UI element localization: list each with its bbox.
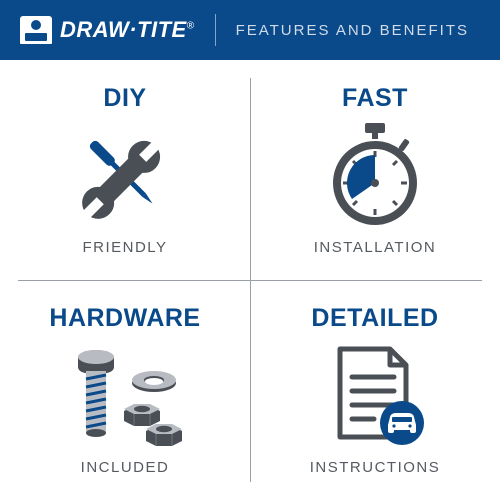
brand-text: DRAW·TITE®: [60, 17, 195, 43]
cell-sub: INSTRUCTIONS: [310, 459, 441, 476]
cell-sub: FRIENDLY: [82, 239, 167, 256]
stopwatch-icon: [325, 121, 425, 231]
cell-sub: INCLUDED: [81, 459, 170, 476]
cell-title: HARDWARE: [49, 304, 200, 333]
cell-title: FAST: [342, 84, 408, 113]
feature-cell-fast: FAST: [250, 60, 500, 280]
cell-sub: INSTALLATION: [314, 239, 436, 256]
brand-logo: DRAW·TITE®: [20, 16, 195, 44]
header-bar: DRAW·TITE® FEATURES AND BENEFITS: [0, 0, 500, 60]
grid-horizontal-divider: [18, 280, 482, 281]
hitch-ball-icon: [20, 16, 52, 44]
document-vehicle-icon: [320, 341, 430, 451]
features-grid: DIY FRIENDLY FAST: [0, 60, 500, 500]
cell-title: DETAILED: [311, 304, 438, 333]
header-divider: [215, 14, 216, 46]
bolt-nuts-washer-icon: [60, 341, 190, 451]
cell-title: DIY: [103, 84, 146, 113]
feature-cell-detailed: DETAILED: [250, 280, 500, 500]
header-subtitle: FEATURES AND BENEFITS: [236, 22, 469, 39]
feature-cell-hardware: HARDWARE: [0, 280, 250, 500]
feature-cell-diy: DIY FRIENDLY: [0, 60, 250, 280]
wrench-screwdriver-icon: [70, 121, 180, 231]
